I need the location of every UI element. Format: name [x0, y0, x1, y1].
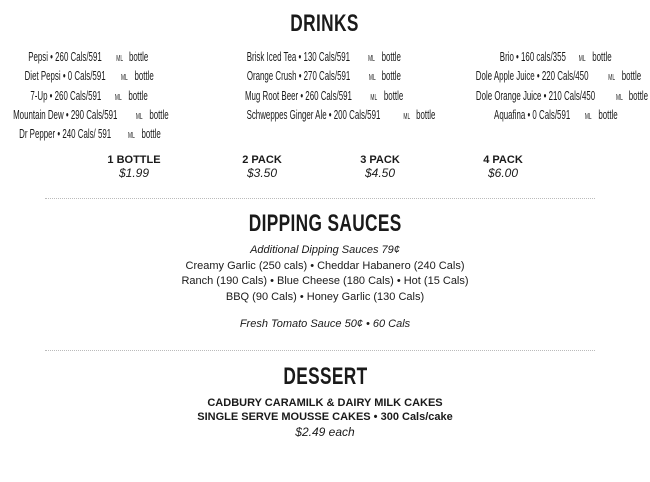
drink-item: Dr Pepper • 240 Cals/ 591 ML bottle [0, 125, 205, 144]
dipping-sauces-title: DIPPING SAUCES [248, 210, 402, 237]
price-label: 1 BOTTLE [107, 154, 161, 166]
drink-item: Mug Root Beer • 260 Cals/591 ML bottle [198, 87, 438, 106]
drink-suffix: bottle [134, 68, 154, 84]
price-label: 4 PACK [483, 154, 523, 166]
fresh-tomato-sauce: Fresh Tomato Sauce 50¢ • 60 Cals [239, 318, 411, 330]
drink-name: Dole Apple Juice • 220 Cals/450 [476, 68, 589, 84]
price-option: 3 PACK $4.50 [320, 154, 440, 180]
drinks-title: DRINKS [290, 10, 360, 37]
drink-suffix: bottle [621, 68, 642, 84]
drink-name: Pepsi • 260 Cals/591 [28, 49, 103, 64]
drink-name: Orange Crush • 270 Cals/591 [246, 68, 351, 84]
sauce-line: Ranch (190 Cals) • Blue Cheese (180 Cals… [181, 275, 469, 287]
drink-item: Brisk Iced Tea • 130 Cals/591 ML bottle [198, 48, 438, 67]
drink-item: Dole Orange Juice • 210 Cals/450 ML bott… [432, 87, 650, 106]
drink-unit: ML [578, 54, 586, 63]
drink-item: Aquafina • 0 Cals/591 ML bottle [432, 106, 650, 125]
price-label: 3 PACK [360, 154, 400, 166]
price-value: $1.99 [118, 166, 150, 180]
sauces-note: Additional Dipping Sauces 79¢ [250, 244, 400, 256]
drink-suffix: bottle [149, 106, 169, 122]
drink-unit: ML [370, 92, 378, 102]
drink-suffix: bottle [129, 49, 149, 64]
price-value: $6.00 [487, 166, 519, 180]
drink-name: Aquafina • 0 Cals/591 [494, 106, 571, 122]
divider [45, 350, 595, 351]
drink-item: Diet Pepsi • 0 Cals/591 ML bottle [0, 67, 205, 86]
drink-name: Mountain Dew • 290 Cals/591 [13, 106, 118, 122]
drinks-column: Brisk Iced Tea • 130 Cals/591 ML bottle O… [198, 48, 438, 125]
drink-unit: ML [136, 111, 143, 121]
drink-name: 7-Up • 260 Cals/591 [29, 87, 101, 103]
drink-suffix: bottle [629, 87, 649, 103]
drink-unit: ML [368, 54, 376, 63]
price-value: $4.50 [364, 166, 396, 180]
drink-suffix: bottle [591, 49, 612, 64]
drink-name: Dr Pepper • 240 Cals/ 591 [19, 126, 112, 142]
drink-unit: ML [403, 111, 410, 121]
drink-item: Mountain Dew • 290 Cals/591 ML bottle [0, 106, 205, 125]
drink-suffix: bottle [127, 87, 148, 103]
drink-name: Brisk Iced Tea • 130 Cals/591 [246, 49, 351, 64]
drink-name: Diet Pepsi • 0 Cals/591 [24, 68, 106, 84]
sauce-line: BBQ (90 Cals) • Honey Garlic (130 Cals) [225, 291, 425, 303]
drink-item: Dole Apple Juice • 220 Cals/450 ML bottl… [432, 67, 650, 86]
drink-item: Orange Crush • 270 Cals/591 ML bottle [198, 67, 438, 86]
drink-name: Brio • 160 cals/355 [499, 49, 566, 64]
price-option: 1 BOTTLE $1.99 [74, 154, 194, 180]
drink-suffix: bottle [416, 106, 436, 122]
drink-unit: ML [608, 73, 616, 83]
drink-unit: ML [585, 111, 592, 121]
drink-name: Mug Root Beer • 260 Cals/591 [244, 87, 352, 103]
drink-item: Brio • 160 cals/355 ML bottle [432, 48, 650, 67]
drink-suffix: bottle [381, 49, 402, 64]
drink-item: Schweppes Ginger Ale • 200 Cals/591 ML b… [198, 106, 438, 125]
price-label: 2 PACK [242, 154, 282, 166]
drink-suffix: bottle [381, 68, 402, 84]
dessert-title: DESSERT [282, 363, 368, 390]
dessert-line: SINGLE SERVE MOUSSE CAKES • 300 Cals/cak… [197, 411, 453, 423]
drink-suffix: bottle [384, 87, 404, 103]
price-value: $3.50 [246, 166, 278, 180]
price-option: 4 PACK $6.00 [443, 154, 563, 180]
drink-suffix: bottle [598, 106, 618, 122]
drinks-column: Pepsi • 260 Cals/591 ML bottle Diet Pepsi… [0, 48, 205, 144]
drink-suffix: bottle [141, 126, 161, 142]
drink-item: Pepsi • 260 Cals/591 ML bottle [0, 48, 205, 67]
price-option: 2 PACK $3.50 [202, 154, 322, 180]
drinks-column: Brio • 160 cals/355 ML bottle Dole Apple … [432, 48, 650, 125]
drink-unit: ML [128, 131, 135, 141]
drink-name: Schweppes Ginger Ale • 200 Cals/591 [246, 106, 381, 122]
drink-unit: ML [114, 92, 122, 102]
drink-unit: ML [116, 54, 124, 63]
drink-unit: ML [121, 73, 128, 83]
sauce-line: Creamy Garlic (250 cals) • Cheddar Haban… [185, 260, 465, 272]
drink-item: 7-Up • 260 Cals/591 ML bottle [0, 87, 205, 106]
drink-unit: ML [615, 92, 623, 102]
dessert-price: $2.49 each [295, 425, 355, 439]
drink-name: Dole Orange Juice • 210 Cals/450 [475, 87, 596, 103]
drink-unit: ML [368, 73, 376, 83]
dessert-line: CADBURY CARAMILK & DAIRY MILK CAKES [207, 397, 443, 409]
divider [45, 198, 595, 199]
